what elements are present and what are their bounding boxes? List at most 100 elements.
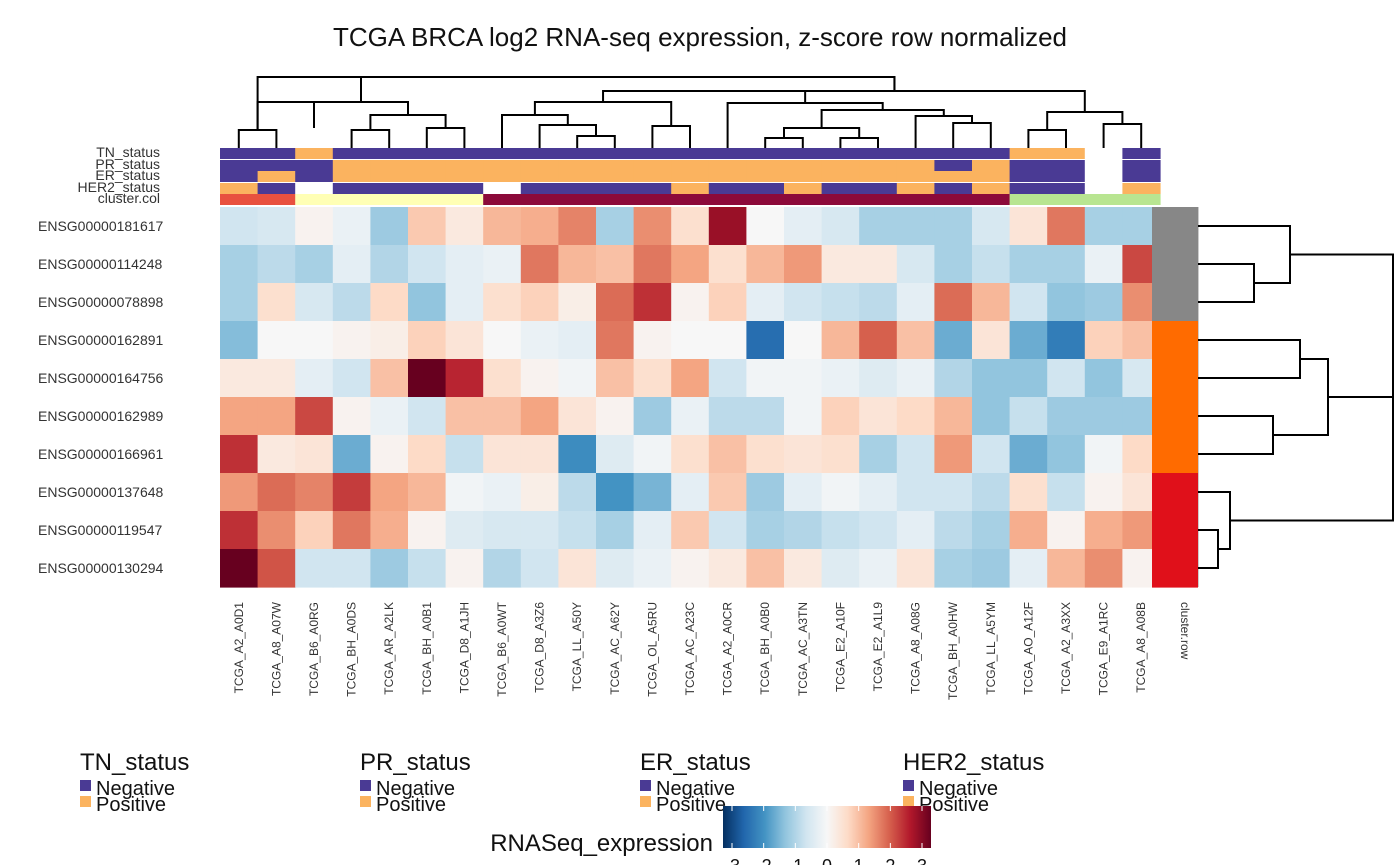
annotation-cell-cluster-col-7 [483, 194, 522, 205]
heatmap-cell-2-17 [859, 283, 898, 322]
annotation-cell-cluster-col-17 [859, 194, 898, 205]
heatmap-cell-0-20 [972, 207, 1011, 246]
heatmap-cell-9-6 [445, 549, 484, 588]
column-label-16: TCGA_E2_A10F [833, 602, 847, 692]
annotation-cell-cluster-col-19 [934, 194, 973, 205]
heatmap-cell-9-1 [257, 549, 296, 588]
legend-swatch-tn-status-negative [80, 780, 91, 791]
annotation-cell-er-status-0 [220, 171, 259, 182]
heatmap-cell-6-6 [445, 435, 484, 474]
annotation-cell-her2-status-18 [896, 183, 935, 194]
legend-label-er-status-positive: Positive [656, 794, 726, 816]
heatmap-cell-5-11 [633, 397, 672, 436]
row-cluster-cell-0 [1152, 207, 1198, 246]
heatmap-cell-5-6 [445, 397, 484, 436]
heatmap-cell-5-17 [859, 397, 898, 436]
colorbar-tick-label-2: -1 [787, 856, 803, 865]
annotation-cell-her2-status-11 [633, 183, 672, 194]
heatmap-cell-2-7 [483, 283, 522, 322]
column-dendrogram-link-11 [839, 137, 879, 148]
heatmap-cell-1-1 [257, 245, 296, 284]
heatmap-cell-4-7 [483, 359, 522, 398]
annotation-cell-pr-status-6 [445, 160, 484, 171]
heatmap-cell-1-16 [821, 245, 860, 284]
heatmap-cell-9-4 [370, 549, 409, 588]
column-label-10: TCGA_AC_A62Y [608, 602, 622, 695]
annotation-cell-pr-status-0 [220, 160, 259, 171]
heatmap-cell-1-12 [671, 245, 710, 284]
annotation-cell-er-status-12 [671, 171, 710, 182]
annotation-cell-pr-status-1 [257, 160, 296, 171]
annotation-cell-her2-status-8 [520, 183, 559, 194]
heatmap-cell-7-16 [821, 473, 860, 512]
heatmap-cell-0-6 [445, 207, 484, 246]
annotation-cell-cluster-col-23 [1084, 194, 1123, 205]
heatmap-cell-7-11 [633, 473, 672, 512]
annotation-cell-tn-status-6 [445, 148, 484, 159]
heatmap-cell-7-0 [220, 473, 259, 512]
heatmap-cell-9-2 [295, 549, 334, 588]
column-label-6: TCGA_D8_A1JH [457, 602, 471, 693]
colorbar-tick-label-0: -3 [724, 856, 740, 865]
column-label-0: TCGA_A2_A0D1 [232, 602, 246, 694]
column-labels: TCGA_A2_A0D1 TCGA_A8_A07W TCGA_B6_A0RG TCGA… [232, 601, 1192, 700]
row-dendrogram-link-3 [1198, 415, 1274, 455]
annotation-cell-pr-status-20 [972, 160, 1011, 171]
heatmap-cell-6-20 [972, 435, 1011, 474]
annotation-cell-tn-status-18 [896, 148, 935, 159]
heatmap-cell-6-18 [896, 435, 935, 474]
row-label-5: ENSG00000162989 [38, 408, 164, 424]
annotation-cell-er-status-4 [370, 171, 409, 182]
heatmap-cell-4-22 [1047, 359, 1086, 398]
heatmap-cell-9-15 [784, 549, 823, 588]
row-dendrogram-link-8 [1230, 325, 1394, 522]
heatmap-cell-1-13 [708, 245, 747, 284]
column-dendrogram-link-15 [820, 109, 945, 128]
annotation-cell-pr-status-23 [1084, 160, 1123, 171]
heatmap-cell-8-7 [483, 511, 522, 550]
annotation-cell-tn-status-12 [671, 148, 710, 159]
legend-label-tn-status-negative: Negative [96, 778, 175, 800]
colorbar-bar [723, 806, 931, 848]
annotation-cell-pr-status-9 [558, 160, 597, 171]
heatmap-cell-2-4 [370, 283, 409, 322]
heatmap-cell-7-8 [520, 473, 559, 512]
heatmap-cell-9-10 [596, 549, 635, 588]
annotation-cell-her2-status-23 [1084, 183, 1123, 194]
annotation-cell-cluster-col-11 [633, 194, 672, 205]
row-cluster-cell-2 [1152, 283, 1198, 322]
annotation-cell-her2-status-24 [1122, 183, 1161, 194]
heatmap-cell-5-12 [671, 397, 710, 436]
colorbar-tick-label-4: 1 [854, 856, 864, 865]
annotation-cell-her2-status-14 [746, 183, 785, 194]
heatmap-cell-4-4 [370, 359, 409, 398]
row-cluster-cell-6 [1152, 435, 1198, 474]
heatmap-cell-4-5 [408, 359, 447, 398]
heatmap-cell-8-1 [257, 511, 296, 550]
heatmap-cell-3-13 [708, 321, 747, 360]
column-label-24: TCGA_A8_A08B [1134, 602, 1148, 693]
heatmap-cell-8-4 [370, 511, 409, 550]
annotation-cell-cluster-col-22 [1047, 194, 1086, 205]
heatmap-cell-0-13 [708, 207, 747, 246]
row-cluster-cell-3 [1152, 321, 1198, 360]
heatmap-cell-0-17 [859, 207, 898, 246]
heatmap-cell-8-15 [784, 511, 823, 550]
heatmap-cell-3-8 [520, 321, 559, 360]
heatmap-cells [220, 207, 1161, 588]
heatmap-cell-9-18 [896, 549, 935, 588]
annotation-cell-her2-status-1 [257, 183, 296, 194]
heatmap-cell-7-23 [1084, 473, 1123, 512]
heatmap-cell-4-23 [1084, 359, 1123, 398]
heatmap-cell-2-9 [558, 283, 597, 322]
legend-label-tn-status-positive: Positive [96, 794, 166, 816]
heatmap-cell-0-22 [1047, 207, 1086, 246]
heatmap-cell-8-10 [596, 511, 635, 550]
heatmap-cell-5-16 [821, 397, 860, 436]
heatmap-cell-0-21 [1009, 207, 1048, 246]
heatmap-cell-6-3 [332, 435, 371, 474]
heatmap-cell-7-13 [708, 473, 747, 512]
row-dendrogram-link-7 [1198, 491, 1231, 550]
heatmap-cell-4-1 [257, 359, 296, 398]
heatmap-cell-4-12 [671, 359, 710, 398]
